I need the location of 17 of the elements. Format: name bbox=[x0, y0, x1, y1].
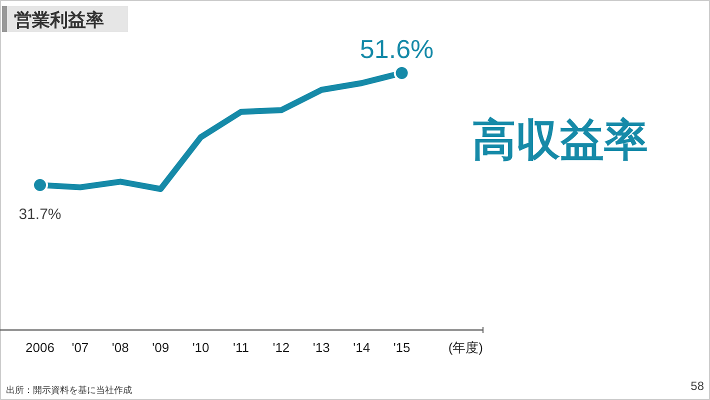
text: 高収益率 bbox=[472, 116, 648, 165]
x-tick-label: '15 bbox=[393, 340, 410, 355]
text: 58 bbox=[690, 379, 704, 393]
x-tick-label: '08 bbox=[112, 340, 129, 355]
x-tick-label: '07 bbox=[72, 340, 89, 355]
x-tick-label: '14 bbox=[353, 340, 370, 355]
data-label: 31.7% bbox=[18, 206, 62, 224]
x-tick-label: '11 bbox=[233, 340, 249, 355]
x-tick-label: '09 bbox=[152, 340, 170, 355]
chart-title: 営業利益率 bbox=[14, 10, 104, 30]
x-tick-label: '10 bbox=[192, 340, 210, 355]
x-tick-label: '12 bbox=[272, 340, 290, 355]
x-tick-label: 2006 bbox=[26, 340, 54, 355]
text: 出所：開示資料を基に当社作成 bbox=[6, 385, 132, 395]
data-label: 51.6% bbox=[360, 34, 434, 64]
x-axis-title: (年度) bbox=[448, 340, 483, 355]
x-tick-label: '13 bbox=[312, 340, 330, 355]
